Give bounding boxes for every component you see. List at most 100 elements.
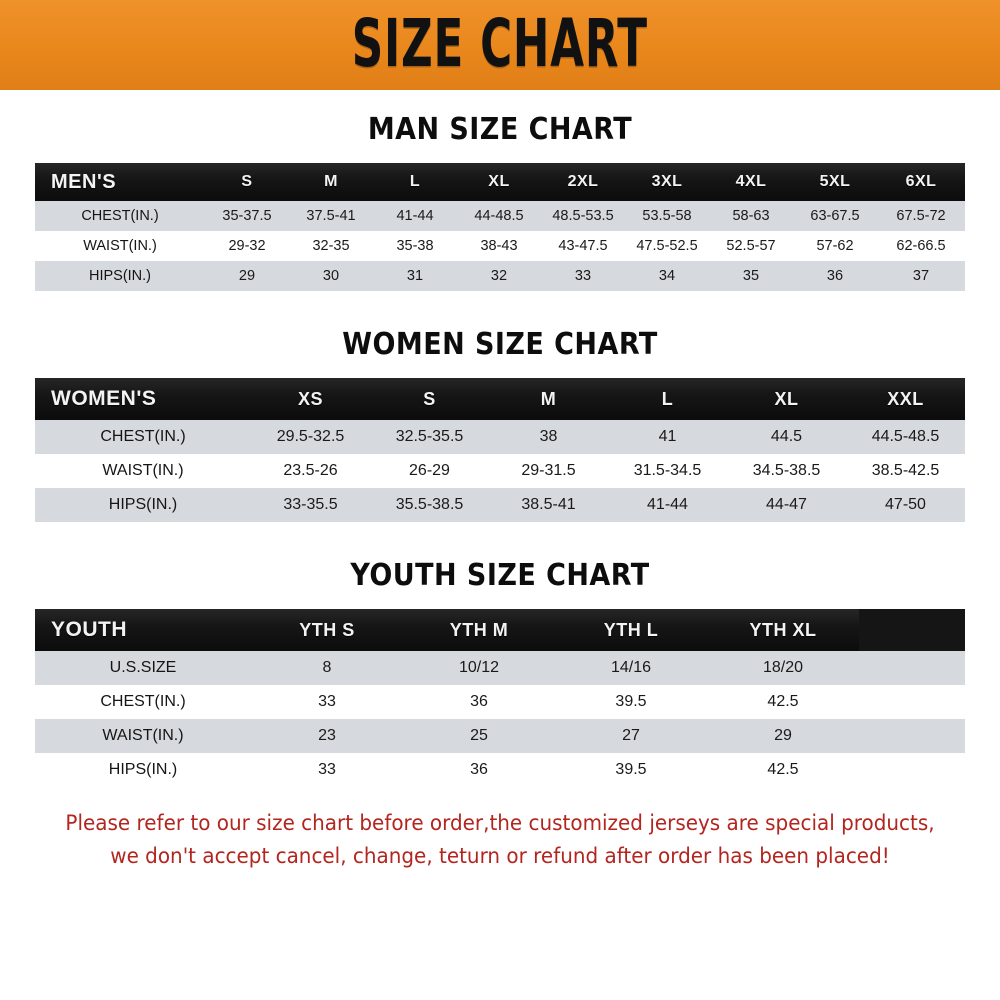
footer-line-2: we don't accept cancel, change, teturn o… [110,843,890,868]
cell-men-0-1: 37.5-41 [289,201,373,231]
cell-youth-1-1: 36 [403,685,555,719]
cell-women-0-0: 29.5-32.5 [251,420,370,454]
table-corner-label-youth: YOUTH [35,609,251,651]
column-header-youth-1: YTH M [403,609,555,651]
column-header-women-4: XL [727,378,846,420]
table-row: HIPS(IN.) 29 30 31 32 33 34 35 36 37 [35,261,965,291]
table-row: HIPS(IN.) 33 36 39.5 42.5 [35,753,965,787]
cell-men-1-4: 43-47.5 [541,231,625,261]
cell-men-2-5: 34 [625,261,709,291]
spacer [35,147,965,163]
column-header-men-4: 2XL [541,163,625,201]
cell-youth-0-0: 8 [251,651,403,685]
cell-women-2-1: 35.5-38.5 [370,488,489,522]
cell-women-0-3: 41 [608,420,727,454]
cell-women-2-3: 41-44 [608,488,727,522]
section-title-youth: YOUTH SIZE CHART [350,558,650,593]
cell-men-1-7: 57-62 [793,231,877,261]
column-header-men-3: XL [457,163,541,201]
table-row: CHEST(IN.) 33 36 39.5 42.5 [35,685,965,719]
cell-men-2-1: 30 [289,261,373,291]
cell-women-0-2: 38 [489,420,608,454]
cell-youth-1-3: 42.5 [707,685,859,719]
cell-youth-0-empty [859,651,965,685]
cell-women-0-5: 44.5-48.5 [846,420,965,454]
spacer [35,593,965,609]
page-title: SIZE CHART [351,6,649,83]
column-header-men-7: 5XL [793,163,877,201]
cell-men-2-3: 32 [457,261,541,291]
table-wrapper-men: MEN'S S M L XL 2XL 3XL 4XL 5XL 6XL CHEST [35,163,965,291]
table-row: U.S.SIZE 8 10/12 14/16 18/20 [35,651,965,685]
footer-disclaimer: Please refer to our size chart before or… [49,807,952,872]
cell-youth-1-0: 33 [251,685,403,719]
table-header-row-women: WOMEN'S XS S M L XL XXL [35,378,965,420]
spacer [35,362,965,378]
column-header-women-3: L [608,378,727,420]
row-label-women-2: HIPS(IN.) [35,488,251,522]
cell-youth-1-empty [859,685,965,719]
row-label-youth-2: WAIST(IN.) [35,719,251,753]
table-row: CHEST(IN.) 35-37.5 37.5-41 41-44 44-48.5… [35,201,965,231]
column-header-women-5: XXL [846,378,965,420]
table-row: WAIST(IN.) 29-32 32-35 35-38 38-43 43-47… [35,231,965,261]
column-header-youth-0: YTH S [251,609,403,651]
cell-youth-3-2: 39.5 [555,753,707,787]
cell-women-1-1: 26-29 [370,454,489,488]
size-table-youth: YOUTH YTH S YTH M YTH L YTH XL U.S.SIZE … [35,609,965,787]
column-header-men-5: 3XL [625,163,709,201]
cell-women-1-2: 29-31.5 [489,454,608,488]
section-title-women: WOMEN SIZE CHART [342,327,658,362]
cell-men-0-2: 41-44 [373,201,457,231]
row-label-youth-3: HIPS(IN.) [35,753,251,787]
cell-women-2-2: 38.5-41 [489,488,608,522]
column-header-women-1: S [370,378,489,420]
section-title-men: MAN SIZE CHART [367,112,633,147]
cell-women-2-0: 33-35.5 [251,488,370,522]
cell-youth-1-2: 39.5 [555,685,707,719]
cell-men-2-7: 36 [793,261,877,291]
cell-women-2-5: 47-50 [846,488,965,522]
cell-women-1-4: 34.5-38.5 [727,454,846,488]
section-men: MAN SIZE CHART MEN'S S M L XL [35,112,965,291]
cell-men-1-3: 38-43 [457,231,541,261]
cell-men-0-3: 44-48.5 [457,201,541,231]
cell-men-1-1: 32-35 [289,231,373,261]
size-table-women: WOMEN'S XS S M L XL XXL CHEST(IN.) 29.5-… [35,378,965,522]
column-header-youth-2: YTH L [555,609,707,651]
cell-men-0-6: 58-63 [709,201,793,231]
row-label-men-2: HIPS(IN.) [35,261,205,291]
cell-youth-2-2: 27 [555,719,707,753]
cell-men-2-0: 29 [205,261,289,291]
cell-women-1-5: 38.5-42.5 [846,454,965,488]
column-header-men-1: M [289,163,373,201]
cell-youth-3-0: 33 [251,753,403,787]
cell-men-2-6: 35 [709,261,793,291]
column-header-men-8: 6XL [877,163,965,201]
column-header-youth-3: YTH XL [707,609,859,651]
cell-men-0-7: 63-67.5 [793,201,877,231]
row-label-youth-1: CHEST(IN.) [35,685,251,719]
cell-youth-2-3: 29 [707,719,859,753]
cell-men-1-2: 35-38 [373,231,457,261]
page-banner: SIZE CHART [0,0,1000,90]
table-header-row-men: MEN'S S M L XL 2XL 3XL 4XL 5XL 6XL [35,163,965,201]
size-table-men: MEN'S S M L XL 2XL 3XL 4XL 5XL 6XL CHEST [35,163,965,291]
cell-men-2-2: 31 [373,261,457,291]
row-label-women-1: WAIST(IN.) [35,454,251,488]
table-header-row-youth: YOUTH YTH S YTH M YTH L YTH XL [35,609,965,651]
section-women: WOMEN SIZE CHART WOMEN'S XS S M L XL [35,327,965,522]
cell-women-0-1: 32.5-35.5 [370,420,489,454]
cell-youth-0-1: 10/12 [403,651,555,685]
cell-youth-0-2: 14/16 [555,651,707,685]
cell-women-0-4: 44.5 [727,420,846,454]
table-row: WAIST(IN.) 23.5-26 26-29 29-31.5 31.5-34… [35,454,965,488]
column-header-youth-empty [859,609,965,651]
footer-line-1: Please refer to our size chart before or… [65,811,935,835]
column-header-men-0: S [205,163,289,201]
table-corner-label-women: WOMEN'S [35,378,251,420]
cell-women-2-4: 44-47 [727,488,846,522]
cell-men-0-0: 35-37.5 [205,201,289,231]
table-row: CHEST(IN.) 29.5-32.5 32.5-35.5 38 41 44.… [35,420,965,454]
